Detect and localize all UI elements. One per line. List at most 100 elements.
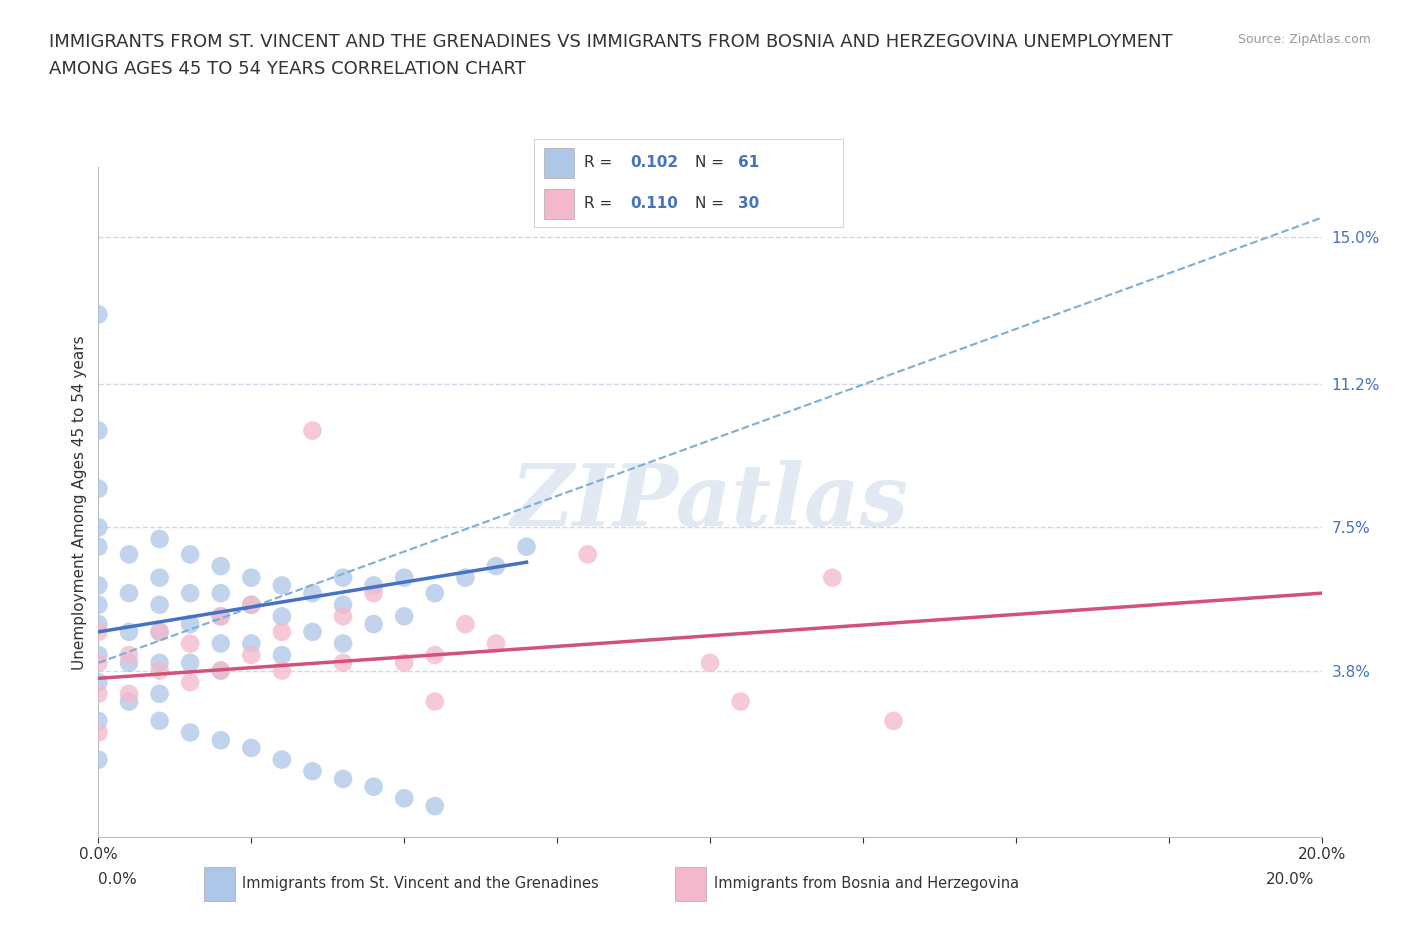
Point <box>87 539 110 554</box>
FancyBboxPatch shape <box>204 867 235 900</box>
Point <box>179 675 201 690</box>
Point <box>179 725 201 740</box>
Point <box>270 624 292 639</box>
Point <box>87 647 110 662</box>
Point <box>209 636 232 651</box>
Point <box>576 547 599 562</box>
Point <box>730 694 752 709</box>
Point <box>87 597 110 612</box>
Point <box>209 663 232 678</box>
Point <box>392 570 416 585</box>
FancyBboxPatch shape <box>544 189 575 219</box>
Point <box>301 423 323 438</box>
Point <box>363 586 385 601</box>
FancyBboxPatch shape <box>544 149 575 179</box>
Text: Immigrants from Bosnia and Herzegovina: Immigrants from Bosnia and Herzegovina <box>714 876 1019 892</box>
Point <box>332 570 354 585</box>
Point <box>363 779 385 794</box>
Point <box>423 799 446 814</box>
Point <box>485 636 508 651</box>
Point <box>423 694 446 709</box>
Point <box>209 733 232 748</box>
Text: 0.102: 0.102 <box>630 155 678 170</box>
Point <box>240 636 263 651</box>
Text: R =: R = <box>583 155 612 170</box>
Point <box>392 656 416 671</box>
Text: AMONG AGES 45 TO 54 YEARS CORRELATION CHART: AMONG AGES 45 TO 54 YEARS CORRELATION CH… <box>49 60 526 78</box>
Point <box>332 772 354 787</box>
Text: 0.110: 0.110 <box>630 195 678 210</box>
Point <box>87 656 110 671</box>
Point <box>149 713 172 728</box>
Point <box>332 609 354 624</box>
Point <box>270 647 292 662</box>
Y-axis label: Unemployment Among Ages 45 to 54 years: Unemployment Among Ages 45 to 54 years <box>72 335 87 670</box>
Point <box>179 617 201 631</box>
Point <box>87 520 110 535</box>
Point <box>392 609 416 624</box>
Point <box>118 656 141 671</box>
Point <box>149 532 172 547</box>
Point <box>149 624 172 639</box>
Point <box>301 586 323 601</box>
Point <box>392 790 416 805</box>
Point <box>87 675 110 690</box>
Point <box>209 609 232 624</box>
Point <box>332 656 354 671</box>
Point <box>149 663 172 678</box>
Point <box>240 570 263 585</box>
Point <box>821 570 844 585</box>
Point <box>270 578 292 592</box>
Point <box>87 481 110 496</box>
Point <box>363 578 385 592</box>
Point <box>209 609 232 624</box>
FancyBboxPatch shape <box>675 867 706 900</box>
Point <box>87 423 110 438</box>
Point <box>118 694 141 709</box>
Point <box>516 539 538 554</box>
Point <box>301 624 323 639</box>
Point <box>454 617 477 631</box>
Point <box>87 578 110 592</box>
Text: 20.0%: 20.0% <box>1267 872 1315 887</box>
Point <box>301 764 323 778</box>
Point <box>87 624 110 639</box>
Point <box>179 547 201 562</box>
Point <box>209 586 232 601</box>
Point <box>270 752 292 767</box>
Point <box>332 597 354 612</box>
Point <box>270 609 292 624</box>
Point <box>699 656 721 671</box>
Text: 61: 61 <box>738 155 759 170</box>
Text: N =: N = <box>695 195 724 210</box>
Point <box>179 586 201 601</box>
Point <box>485 559 508 574</box>
Point <box>209 559 232 574</box>
Point <box>270 663 292 678</box>
Point <box>332 636 354 651</box>
Text: ZIPatlas: ZIPatlas <box>510 460 910 544</box>
Point <box>454 570 477 585</box>
FancyBboxPatch shape <box>534 140 844 228</box>
Point <box>149 570 172 585</box>
Point <box>240 740 263 755</box>
Text: 30: 30 <box>738 195 759 210</box>
Point <box>209 663 232 678</box>
Point <box>883 713 905 728</box>
Point <box>87 752 110 767</box>
Point <box>87 713 110 728</box>
Point <box>179 656 201 671</box>
Text: R =: R = <box>583 195 612 210</box>
Text: Source: ZipAtlas.com: Source: ZipAtlas.com <box>1237 33 1371 46</box>
Point <box>118 647 141 662</box>
Point <box>240 597 263 612</box>
Point <box>423 647 446 662</box>
Text: N =: N = <box>695 155 724 170</box>
Text: 0.0%: 0.0% <box>98 872 138 887</box>
Point <box>87 686 110 701</box>
Point <box>179 636 201 651</box>
Point <box>149 686 172 701</box>
Text: Immigrants from St. Vincent and the Grenadines: Immigrants from St. Vincent and the Gren… <box>242 876 599 892</box>
Point <box>149 597 172 612</box>
Point <box>118 686 141 701</box>
